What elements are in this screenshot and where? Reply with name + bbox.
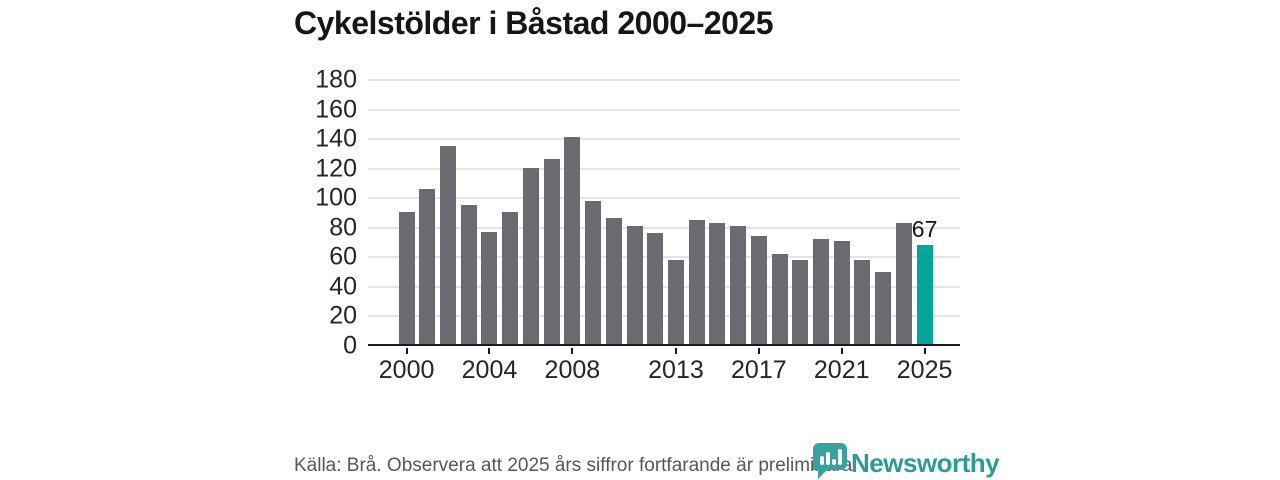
y-axis-label-180: 180 [315,65,357,94]
bar-2006 [522,168,539,344]
logo-bubble-tail [818,467,830,479]
x-axis-tick-2008 [571,348,574,354]
y-axis: 0 20 40 60 80 100 120 140 160 180 [0,0,357,480]
bar-2004 [481,231,498,344]
bar-2023 [875,271,892,344]
bar-2008 [564,137,581,344]
y-axis-label-80: 80 [329,213,357,242]
x-axis-tick-2017 [757,348,760,354]
y-axis-label-160: 160 [315,95,357,124]
y-axis-label-140: 140 [315,124,357,153]
x-axis-label-2013: 2013 [648,356,704,384]
newsworthy-logo-icon [813,443,847,479]
bar-2003 [460,205,477,344]
gridline-20 [368,315,960,318]
bar-2011 [626,225,643,344]
newsworthy-wordmark: Newsworthy [851,448,1000,478]
bar-2017 [750,236,767,344]
bar-2002 [440,145,457,344]
bar-2009 [585,200,602,344]
bar-2015 [709,222,726,344]
y-axis-label-120: 120 [315,154,357,183]
bar-2019 [792,259,809,344]
bar-2007 [543,159,560,344]
bar-2012 [647,233,664,344]
bar-2024 [895,222,912,344]
gridline-180 [368,79,960,81]
gridline-120 [368,167,960,170]
bar-2018 [771,253,788,344]
bar-2016 [730,225,747,344]
bar-2025 [916,245,933,344]
bar-2005 [502,212,519,344]
y-axis-label-40: 40 [329,272,357,301]
logo-bar-2 [826,452,830,465]
gridline-100 [368,197,960,200]
logo-bar-3 [832,459,836,465]
x-axis-label-2008: 2008 [544,356,601,384]
value-label-2025: 67 [911,215,938,242]
y-axis-label-100: 100 [315,183,357,212]
bar-2010 [605,218,622,344]
plot-area: 67 [368,79,960,346]
bar-2014 [688,219,705,344]
x-axis-tick-2021 [840,348,843,354]
gridline-60 [368,256,960,259]
x-axis-tick-2025 [923,348,926,354]
gridline-40 [368,285,960,288]
x-axis-tick-2013 [674,348,677,354]
x-axis-label-2021: 2021 [813,356,870,384]
gridline-80 [368,226,960,229]
logo-bar-1 [820,456,824,465]
x-axis-label-2000: 2000 [378,356,435,384]
bar-2020 [813,239,829,344]
y-axis-label-60: 60 [329,242,357,271]
bar-2021 [833,240,850,344]
y-axis-label-20: 20 [329,301,357,330]
bar-2000 [398,212,415,344]
y-axis-label-0: 0 [343,331,357,360]
gridline-160 [368,108,960,111]
bar-2001 [419,188,436,344]
x-axis-label-2017: 2017 [731,356,787,384]
source-note: Källa: Brå. Observera att 2025 års siffr… [294,455,858,476]
gridline-140 [368,138,960,141]
bar-2022 [854,259,871,344]
x-axis-label-2025: 2025 [896,356,953,384]
chart-title: Cykelstölder i Båstad 2000–2025 [294,5,774,41]
bar-2013 [667,259,684,344]
x-axis-label-2004: 2004 [461,356,518,384]
x-axis-tick-2004 [488,348,491,354]
logo-bar-4 [838,449,842,465]
x-axis-tick-2000 [405,348,408,354]
